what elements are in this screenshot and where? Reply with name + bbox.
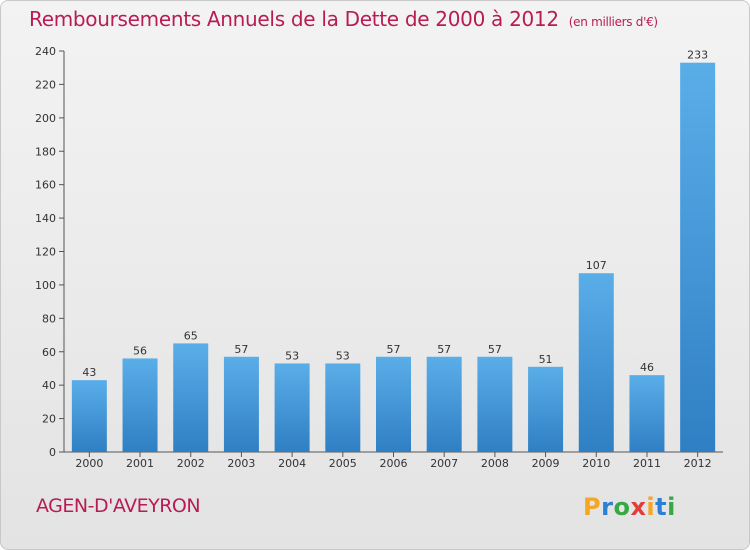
bar — [477, 356, 513, 452]
y-tick-label: 160 — [35, 179, 56, 192]
logo-letter: t — [655, 493, 668, 521]
y-tick-label: 100 — [35, 279, 56, 292]
bar — [680, 62, 716, 453]
chart-title-text: Remboursements Annuels de la Dette de 20… — [29, 7, 559, 31]
bar — [173, 343, 209, 452]
proxiti-logo: Proxiti — [583, 493, 676, 521]
x-tick-label: 2001 — [126, 457, 154, 470]
y-tick-label: 0 — [49, 446, 56, 459]
chart-title: Remboursements Annuels de la Dette de 20… — [29, 7, 658, 31]
bar — [223, 356, 259, 452]
bar-value-label: 56 — [133, 344, 147, 357]
y-tick-label: 40 — [42, 379, 56, 392]
bar-value-label: 43 — [82, 366, 96, 379]
chart-unit-note: (en milliers d'€) — [568, 15, 658, 29]
bar — [426, 356, 462, 452]
y-tick-label: 120 — [35, 246, 56, 259]
logo-letter: x — [630, 493, 647, 521]
x-tick-label: 2005 — [329, 457, 357, 470]
x-tick-label: 2012 — [684, 457, 712, 470]
chart-bars: 43 56 65 57 53 53 57 57 57 51 107 46 233 — [71, 49, 716, 453]
y-tick-label: 200 — [35, 112, 56, 125]
commune-name: AGEN-D'AVEYRON — [36, 495, 201, 517]
y-tick-label: 80 — [42, 312, 56, 325]
bar-value-label: 51 — [539, 353, 553, 366]
x-tick-label: 2004 — [278, 457, 306, 470]
bar — [376, 356, 411, 452]
bar-value-label: 57 — [387, 343, 401, 356]
bar-value-label: 57 — [437, 343, 451, 356]
bar-value-label: 233 — [687, 49, 708, 62]
logo-letter: i — [667, 493, 676, 521]
bar-value-label: 65 — [184, 329, 198, 342]
logo-letter: r — [601, 493, 614, 521]
bar-value-label: 57 — [234, 343, 248, 356]
bar — [528, 366, 564, 452]
bar-value-label: 53 — [285, 349, 299, 362]
x-tick-label: 2006 — [380, 457, 408, 470]
x-tick-label: 2008 — [481, 457, 509, 470]
y-tick-label: 180 — [35, 145, 56, 158]
bar — [325, 363, 361, 452]
x-tick-label: 2010 — [582, 457, 610, 470]
bar-value-label: 107 — [586, 259, 607, 272]
x-tick-label: 2002 — [177, 457, 205, 470]
bar — [122, 358, 158, 452]
logo-letter: o — [613, 493, 631, 521]
chart-axes: 0 20 40 60 80 100 120 140 160 180 200 220 240 2000 200… — [35, 45, 723, 470]
logo-letter: i — [646, 493, 656, 521]
bar-value-label: 57 — [488, 343, 502, 356]
x-tick-label: 2003 — [227, 457, 255, 470]
y-tick-label: 140 — [35, 212, 56, 225]
y-tick-label: 20 — [42, 413, 56, 426]
bar — [274, 363, 310, 452]
y-tick-label: 60 — [42, 346, 56, 359]
bar — [578, 273, 614, 452]
x-tick-label: 2007 — [430, 457, 458, 470]
y-tick-label: 220 — [35, 78, 56, 91]
bar — [71, 380, 107, 452]
bar — [629, 375, 665, 452]
logo-letter: P — [583, 493, 602, 521]
y-tick-label: 240 — [35, 45, 56, 58]
x-tick-label: 2011 — [633, 457, 661, 470]
bar-value-label: 53 — [336, 349, 350, 362]
bar-value-label: 46 — [640, 361, 654, 374]
x-tick-label: 2009 — [532, 457, 560, 470]
x-tick-label: 2000 — [75, 457, 103, 470]
